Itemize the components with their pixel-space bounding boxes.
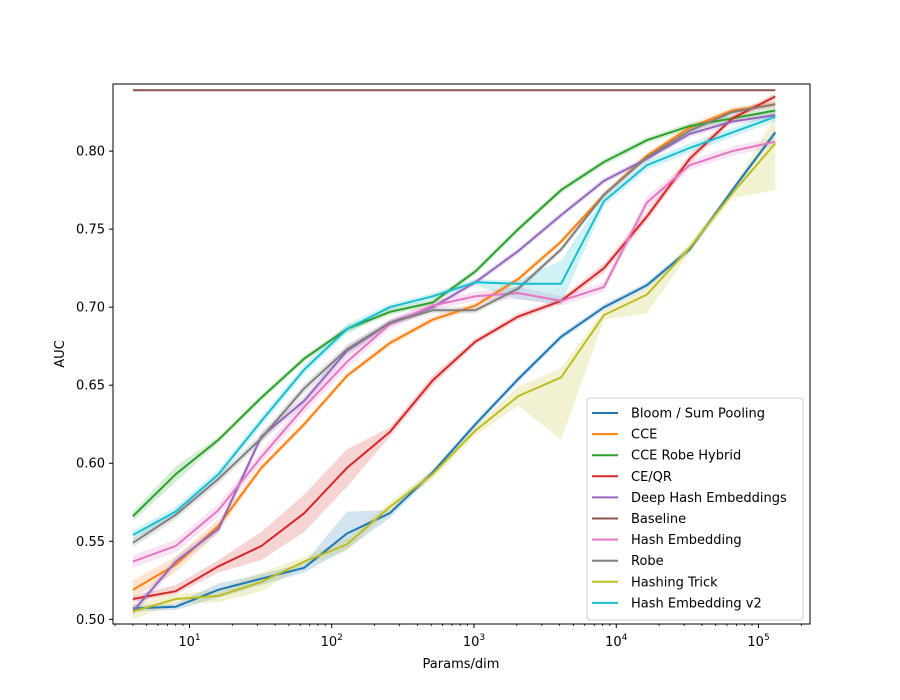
band-hash-embedding	[132, 137, 776, 568]
legend-label-hash-embedding: Hash Embedding	[631, 533, 742, 548]
line-bloom-sum-pooling	[132, 131, 777, 610]
legend-label-hash-embedding-v2: Hash Embedding v2	[631, 596, 762, 611]
band-cce	[132, 101, 776, 598]
x-axis-ticks: 101 102 103 104 105	[114, 624, 802, 650]
series-lines	[132, 89, 777, 613]
legend-label-ce-qr: CE/QR	[631, 470, 672, 485]
line-hash-embedding	[132, 140, 776, 563]
legend-label-deep-hash-embeddings: Deep Hash Embeddings	[631, 491, 787, 506]
legend-label-baseline: Baseline	[631, 512, 686, 527]
line-cce-robe-hybrid	[132, 109, 776, 518]
legend-label-hashing-trick: Hashing Trick	[631, 575, 718, 590]
legend: Bloom / Sum Pooling CCE CCE Robe Hybrid CE/…	[586, 397, 804, 621]
y-tick-label: 0.80	[76, 145, 105, 160]
x-tick-label: 101	[178, 633, 200, 650]
y-tick-label: 0.60	[76, 457, 105, 472]
x-axis-label: Params/dim	[423, 657, 500, 672]
y-tick-label: 0.55	[76, 535, 105, 550]
line-ce-qr	[132, 95, 776, 600]
legend-label-cce: CCE	[631, 428, 657, 443]
y-tick-label: 0.70	[76, 301, 105, 316]
y-tick-label: 0.65	[76, 379, 105, 394]
line-cce	[132, 103, 776, 591]
legend-label-bloom-sum-pooling: Bloom / Sum Pooling	[631, 407, 765, 422]
legend-box	[586, 397, 804, 621]
x-tick-label: 102	[321, 633, 343, 650]
legend-label-robe: Robe	[631, 554, 664, 569]
plot-frame	[112, 83, 811, 625]
y-axis-ticks: 0.50 0.55 0.60 0.65 0.70 0.75 0.80	[76, 145, 113, 628]
x-tick-label: 104	[605, 633, 628, 650]
x-tick-label: 105	[747, 633, 769, 650]
line-robe	[132, 103, 776, 544]
line-hashing-trick	[132, 142, 777, 613]
y-tick-label: 0.75	[76, 223, 105, 238]
y-axis-label: AUC	[53, 340, 68, 368]
line-hash-embedding-v2	[132, 115, 776, 536]
y-tick-label: 0.50	[76, 613, 105, 628]
x-tick-label: 103	[463, 633, 485, 650]
legend-label-cce-robe-hybrid: CCE Robe Hybrid	[631, 449, 741, 464]
